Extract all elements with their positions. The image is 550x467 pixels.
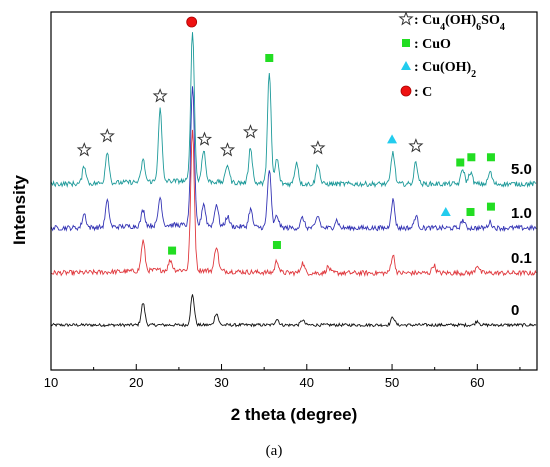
triangle-marker: [440, 207, 451, 216]
star-marker: [76, 142, 92, 157]
figure-caption: (a): [266, 443, 283, 459]
xrd-series-5-0: [50, 32, 537, 189]
series-label-5-0: 5.0: [511, 161, 532, 178]
xrd-series-1-0: [50, 86, 537, 232]
x-axis-ticks: 10 20 30 40 50 60: [44, 364, 521, 390]
star-marker: [196, 131, 213, 146]
plot-area: [50, 32, 537, 328]
legend-label: : Cu(OH)2: [414, 60, 476, 80]
x-tick-label: 40: [300, 375, 314, 390]
legend: : Cu4(OH)6SO4 : CuO : Cu(OH)2 : C: [398, 11, 505, 100]
legend-item-star: : Cu4(OH)6SO4: [398, 11, 505, 33]
star-marker: [99, 128, 115, 143]
star-marker: [408, 138, 424, 153]
series-labels: 0 0.1 1.0 5.0: [511, 161, 532, 319]
xrd-series-0: [50, 294, 537, 328]
plot-frame: [50, 11, 538, 371]
series-label-0: 0: [511, 302, 519, 319]
legend-item-triangle: : Cu(OH)2: [401, 60, 476, 80]
square-marker: [467, 153, 476, 162]
star-marker: [242, 124, 259, 139]
square-marker: [466, 207, 475, 216]
x-tick-label: 10: [44, 375, 58, 390]
square-marker: [272, 241, 281, 249]
legend-item-circle: : C: [400, 85, 432, 100]
square-marker: [265, 53, 274, 62]
triangle-marker: [401, 61, 411, 70]
square-marker: [486, 153, 495, 162]
x-axis-title: 2 theta (degree): [231, 405, 358, 424]
square-marker: [456, 158, 465, 167]
legend-item-square: : CuO: [402, 37, 451, 52]
series-label-0-1: 0.1: [511, 250, 532, 267]
star-marker: [219, 142, 236, 157]
square-marker: [486, 202, 495, 211]
xrd-series-0-1: [50, 129, 537, 278]
x-tick-label: 60: [470, 375, 484, 390]
star-marker: [152, 88, 168, 103]
star-marker: [310, 140, 326, 155]
star-marker: [398, 11, 414, 26]
circle-marker: [186, 16, 198, 28]
legend-label: : CuO: [414, 37, 451, 52]
x-tick-label: 20: [129, 375, 143, 390]
legend-label: : Cu4(OH)6SO4: [414, 13, 505, 33]
square-marker: [402, 39, 410, 47]
x-tick-label: 50: [385, 375, 399, 390]
square-marker: [168, 246, 177, 255]
circle-marker: [400, 85, 412, 97]
triangle-marker: [387, 134, 398, 144]
series-label-1-0: 1.0: [511, 205, 532, 222]
x-tick-label: 30: [214, 375, 228, 390]
y-axis-title: Intensity: [10, 175, 29, 245]
legend-label: : C: [414, 85, 432, 100]
phase-markers: [76, 16, 495, 255]
